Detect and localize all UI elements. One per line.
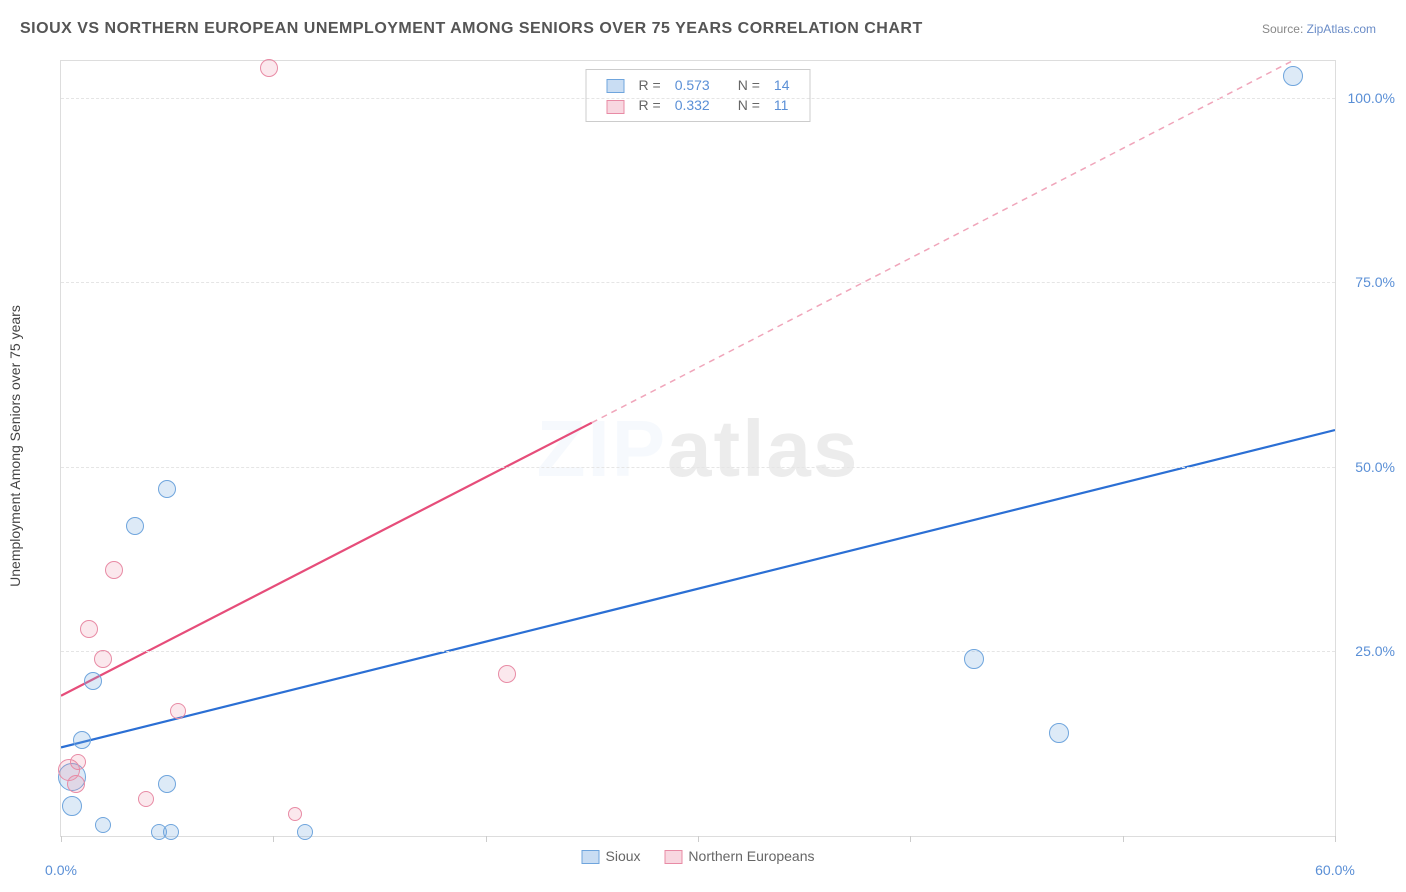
data-point[interactable] <box>288 807 302 821</box>
data-point[interactable] <box>964 649 984 669</box>
source-link[interactable]: ZipAtlas.com <box>1307 22 1376 36</box>
data-point[interactable] <box>94 650 112 668</box>
gridline <box>61 282 1335 283</box>
data-point[interactable] <box>73 731 91 749</box>
n-value: 11 <box>768 96 796 114</box>
legend-item-sioux: Sioux <box>582 848 641 864</box>
correlation-legend: R =0.573 N =14 R =0.332 N =11 <box>586 69 811 122</box>
legend-item-northern-europeans: Northern Europeans <box>664 848 814 864</box>
r-value: 0.573 <box>669 76 716 94</box>
data-point[interactable] <box>1049 723 1069 743</box>
stat-label: R = <box>633 96 667 114</box>
data-point[interactable] <box>138 791 154 807</box>
stat-label: R = <box>633 76 667 94</box>
data-point[interactable] <box>80 620 98 638</box>
x-tick <box>910 836 911 842</box>
data-point[interactable] <box>260 59 278 77</box>
data-point[interactable] <box>67 775 85 793</box>
gridline <box>61 98 1335 99</box>
watermark: ZIPatlas <box>537 403 860 495</box>
data-point[interactable] <box>70 754 86 770</box>
y-tick-label: 50.0% <box>1355 459 1395 475</box>
data-point[interactable] <box>498 665 516 683</box>
swatch-icon <box>582 850 600 864</box>
x-tick <box>1123 836 1124 842</box>
data-point[interactable] <box>105 561 123 579</box>
x-tick-label: 60.0% <box>1315 862 1355 878</box>
plot-area: ZIPatlas R =0.573N =14R =0.332N =11 Siou… <box>60 60 1336 837</box>
x-tick <box>61 836 62 842</box>
x-tick <box>273 836 274 842</box>
data-point[interactable] <box>126 517 144 535</box>
swatch-icon <box>664 850 682 864</box>
y-tick-label: 100.0% <box>1348 90 1395 106</box>
gridline <box>61 467 1335 468</box>
stat-label: N = <box>732 76 766 94</box>
trend-lines <box>61 61 1335 836</box>
y-axis-label: Unemployment Among Seniors over 75 years <box>7 164 23 446</box>
data-point[interactable] <box>84 672 102 690</box>
y-tick-label: 25.0% <box>1355 643 1395 659</box>
swatch-icon <box>607 79 625 93</box>
data-point[interactable] <box>95 817 111 833</box>
data-point[interactable] <box>297 824 313 840</box>
gridline <box>61 651 1335 652</box>
data-point[interactable] <box>1283 66 1303 86</box>
data-point[interactable] <box>158 775 176 793</box>
source-attribution: Source: ZipAtlas.com <box>1262 22 1376 36</box>
chart-title: SIOUX VS NORTHERN EUROPEAN UNEMPLOYMENT … <box>20 20 923 38</box>
n-value: 14 <box>768 76 796 94</box>
source-prefix: Source: <box>1262 22 1307 36</box>
data-point[interactable] <box>170 703 186 719</box>
r-value: 0.332 <box>669 96 716 114</box>
x-tick-label: 0.0% <box>45 862 77 878</box>
stat-label: N = <box>732 96 766 114</box>
legend-row: R =0.332 N =11 <box>601 96 796 114</box>
x-tick <box>1335 836 1336 842</box>
x-tick <box>698 836 699 842</box>
legend-row: R =0.573 N =14 <box>601 76 796 94</box>
series-legend: Sioux Northern Europeans <box>572 848 825 864</box>
data-point[interactable] <box>158 480 176 498</box>
swatch-icon <box>607 100 625 114</box>
data-point[interactable] <box>62 796 82 816</box>
x-tick <box>486 836 487 842</box>
data-point[interactable] <box>163 824 179 840</box>
y-tick-label: 75.0% <box>1355 274 1395 290</box>
